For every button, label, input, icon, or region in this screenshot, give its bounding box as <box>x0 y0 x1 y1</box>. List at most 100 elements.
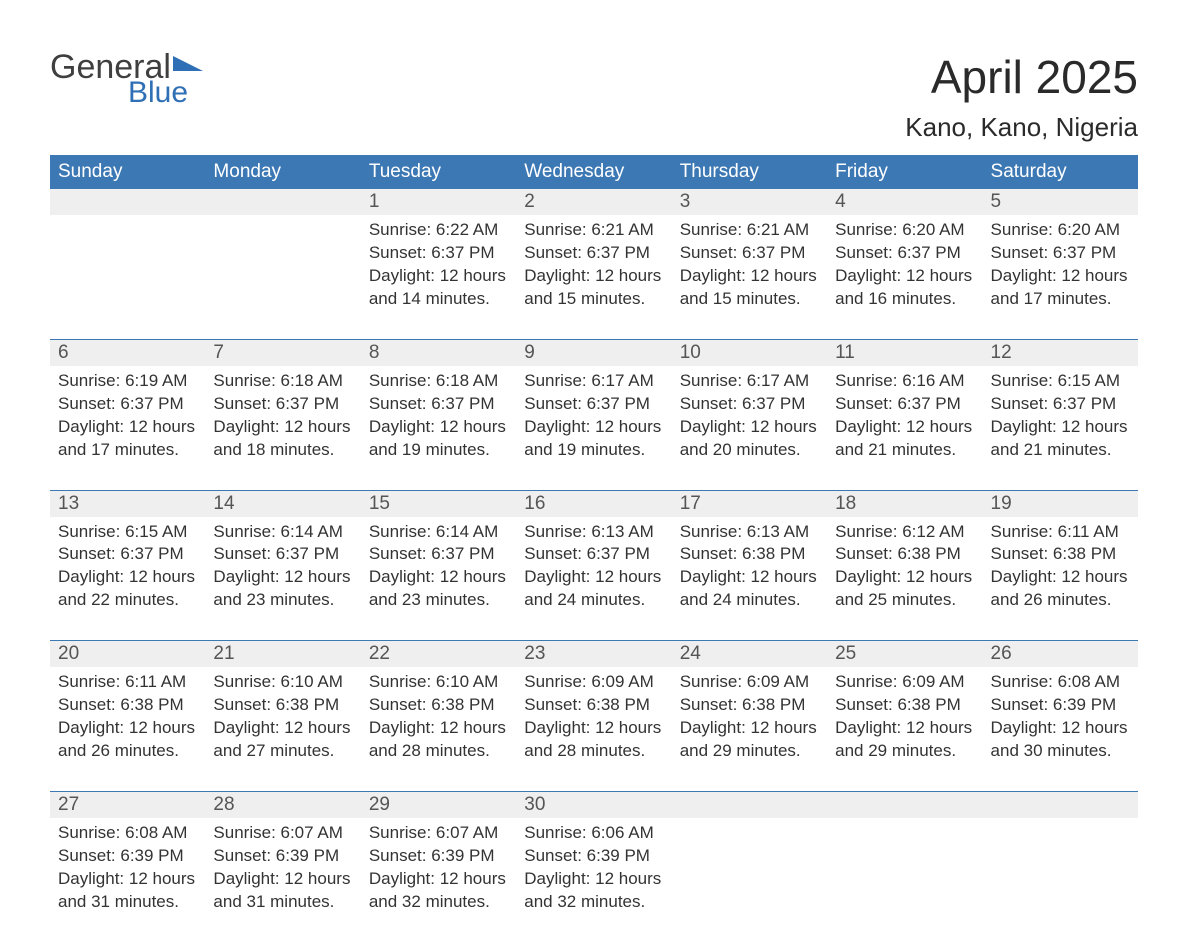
daylight-text: and 16 minutes. <box>835 288 974 311</box>
sunset-text: Sunset: 6:38 PM <box>680 543 819 566</box>
daylight-text: Daylight: 12 hours <box>680 265 819 288</box>
day-details: Sunrise: 6:08 AMSunset: 6:39 PMDaylight:… <box>50 818 205 942</box>
sunrise-text: Sunrise: 6:13 AM <box>680 521 819 544</box>
day-details: Sunrise: 6:21 AMSunset: 6:37 PMDaylight:… <box>672 215 827 339</box>
calendar-cell: 6Sunrise: 6:19 AMSunset: 6:37 PMDaylight… <box>50 339 205 490</box>
sunrise-text: Sunrise: 6:10 AM <box>369 671 508 694</box>
sunset-text: Sunset: 6:38 PM <box>369 694 508 717</box>
calendar-cell: 17 Sunrise: 6:13 AMSunset: 6:38 PMDayligh… <box>672 490 827 641</box>
daylight-text: Daylight: 12 hours <box>680 416 819 439</box>
daylight-text: Daylight: 12 hours <box>680 566 819 589</box>
calendar-table: Sunday Monday Tuesday Wednesday Thursday… <box>50 155 1138 942</box>
day-number: 4 <box>827 189 982 215</box>
daylight-text: and 24 minutes. <box>680 589 819 612</box>
sunset-text: Sunset: 6:39 PM <box>524 845 663 868</box>
calendar-cell: 1Sunrise: 6:22 AMSunset: 6:37 PMDaylight… <box>361 189 516 339</box>
daylight-text: Daylight: 12 hours <box>213 868 352 891</box>
daylight-text: Daylight: 12 hours <box>835 717 974 740</box>
sunrise-text: Sunrise: 6:17 AM <box>524 370 663 393</box>
day-details: Sunrise: 6:16 AMSunset: 6:37 PMDaylight:… <box>827 366 982 490</box>
day-number: 12 <box>983 340 1138 366</box>
calendar-cell: 4Sunrise: 6:20 AMSunset: 6:37 PMDaylight… <box>827 189 982 339</box>
day-number: 14 <box>205 491 360 517</box>
daylight-text: Daylight: 12 hours <box>369 566 508 589</box>
calendar-cell: 27Sunrise: 6:08 AMSunset: 6:39 PMDayligh… <box>50 792 205 942</box>
calendar-cell: 20Sunrise: 6:11 AMSunset: 6:38 PMDayligh… <box>50 641 205 792</box>
daylight-text: and 28 minutes. <box>524 740 663 763</box>
calendar-cell: 9Sunrise: 6:17 AMSunset: 6:37 PMDaylight… <box>516 339 671 490</box>
day-number: 28 <box>205 792 360 818</box>
daylight-text: and 26 minutes. <box>991 589 1130 612</box>
calendar-cell <box>672 792 827 942</box>
daylight-text: and 31 minutes. <box>58 891 197 914</box>
sunset-text: Sunset: 6:37 PM <box>835 242 974 265</box>
day-details: Sunrise: 6:17 AMSunset: 6:37 PMDaylight:… <box>672 366 827 490</box>
day-number: 26 <box>983 641 1138 667</box>
day-number: 1 <box>361 189 516 215</box>
sunset-text: Sunset: 6:38 PM <box>524 694 663 717</box>
sunset-text: Sunset: 6:37 PM <box>991 393 1130 416</box>
day-number: 17 <box>672 491 827 517</box>
day-details: Sunrise: 6:14 AMSunset: 6:37 PMDaylight:… <box>205 517 360 641</box>
daylight-text: Daylight: 12 hours <box>58 717 197 740</box>
calendar-cell: 15Sunrise: 6:14 AMSunset: 6:37 PMDayligh… <box>361 490 516 641</box>
day-details: Sunrise: 6:20 AMSunset: 6:37 PMDaylight:… <box>983 215 1138 339</box>
daylight-text: and 23 minutes. <box>369 589 508 612</box>
sunset-text: Sunset: 6:39 PM <box>991 694 1130 717</box>
daylight-text: and 30 minutes. <box>991 740 1130 763</box>
sunset-text: Sunset: 6:39 PM <box>369 845 508 868</box>
day-details: Sunrise: 6:21 AMSunset: 6:37 PMDaylight:… <box>516 215 671 339</box>
sunset-text: Sunset: 6:37 PM <box>58 393 197 416</box>
day-details: Sunrise: 6:06 AMSunset: 6:39 PMDaylight:… <box>516 818 671 942</box>
col-fri: Friday <box>827 155 982 189</box>
sunset-text: Sunset: 6:39 PM <box>58 845 197 868</box>
daylight-text: and 27 minutes. <box>213 740 352 763</box>
sunrise-text: Sunrise: 6:08 AM <box>58 822 197 845</box>
daylight-text: Daylight: 12 hours <box>213 416 352 439</box>
day-number: 7 <box>205 340 360 366</box>
sunrise-text: Sunrise: 6:11 AM <box>58 671 197 694</box>
daylight-text: Daylight: 12 hours <box>835 566 974 589</box>
sunset-text: Sunset: 6:37 PM <box>369 543 508 566</box>
calendar-cell: 11Sunrise: 6:16 AMSunset: 6:37 PMDayligh… <box>827 339 982 490</box>
daylight-text: Daylight: 12 hours <box>213 717 352 740</box>
day-details: Sunrise: 6:17 AMSunset: 6:37 PMDaylight:… <box>516 366 671 490</box>
calendar-cell: 29Sunrise: 6:07 AMSunset: 6:39 PMDayligh… <box>361 792 516 942</box>
calendar-header: Sunday Monday Tuesday Wednesday Thursday… <box>50 155 1138 189</box>
day-number: 21 <box>205 641 360 667</box>
daylight-text: and 22 minutes. <box>58 589 197 612</box>
day-details <box>983 818 1138 918</box>
daylight-text: and 19 minutes. <box>369 439 508 462</box>
day-number <box>827 792 982 818</box>
sunset-text: Sunset: 6:37 PM <box>524 393 663 416</box>
day-details: Sunrise: 6:09 AMSunset: 6:38 PMDaylight:… <box>827 667 982 791</box>
sunrise-text: Sunrise: 6:16 AM <box>835 370 974 393</box>
day-number <box>672 792 827 818</box>
sunrise-text: Sunrise: 6:15 AM <box>991 370 1130 393</box>
calendar-week: 20Sunrise: 6:11 AMSunset: 6:38 PMDayligh… <box>50 641 1138 792</box>
day-number: 24 <box>672 641 827 667</box>
day-details: Sunrise: 6:20 AMSunset: 6:37 PMDaylight:… <box>827 215 982 339</box>
calendar-body: 1Sunrise: 6:22 AMSunset: 6:37 PMDaylight… <box>50 189 1138 942</box>
sunrise-text: Sunrise: 6:18 AM <box>213 370 352 393</box>
page: General Blue April 2025 Kano, Kano, Nige… <box>0 0 1188 942</box>
sunrise-text: Sunrise: 6:07 AM <box>369 822 508 845</box>
day-number: 3 <box>672 189 827 215</box>
calendar-cell: 22Sunrise: 6:10 AMSunset: 6:38 PMDayligh… <box>361 641 516 792</box>
sunset-text: Sunset: 6:38 PM <box>835 694 974 717</box>
calendar-week: 27Sunrise: 6:08 AMSunset: 6:39 PMDayligh… <box>50 792 1138 942</box>
header-row: General Blue April 2025 Kano, Kano, Nige… <box>50 50 1138 149</box>
sunset-text: Sunset: 6:37 PM <box>213 543 352 566</box>
sunrise-text: Sunrise: 6:14 AM <box>213 521 352 544</box>
day-details: Sunrise: 6:12 AMSunset: 6:38 PMDaylight:… <box>827 517 982 641</box>
daylight-text: Daylight: 12 hours <box>835 265 974 288</box>
sunrise-text: Sunrise: 6:19 AM <box>58 370 197 393</box>
sunset-text: Sunset: 6:37 PM <box>991 242 1130 265</box>
daylight-text: and 21 minutes. <box>991 439 1130 462</box>
sunrise-text: Sunrise: 6:09 AM <box>524 671 663 694</box>
calendar-cell <box>50 189 205 339</box>
calendar-cell: 7Sunrise: 6:18 AMSunset: 6:37 PMDaylight… <box>205 339 360 490</box>
calendar-cell: 24Sunrise: 6:09 AMSunset: 6:38 PMDayligh… <box>672 641 827 792</box>
calendar-cell <box>827 792 982 942</box>
day-details <box>827 818 982 918</box>
